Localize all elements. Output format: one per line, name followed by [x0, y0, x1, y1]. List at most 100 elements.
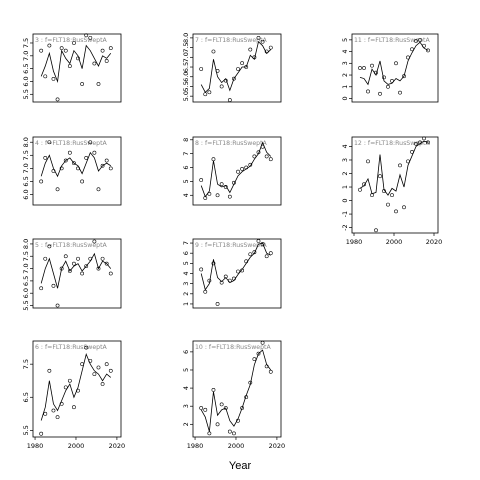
- data-point: [260, 144, 265, 149]
- y-tick-label: 6.5: [22, 176, 30, 186]
- y-tick-label: 3: [341, 158, 349, 162]
- data-point: [76, 388, 80, 393]
- data-point: [104, 59, 109, 63]
- data-point: [398, 90, 402, 95]
- data-point: [374, 228, 378, 233]
- data-point: [256, 35, 261, 40]
- panel-frame: [351, 33, 439, 103]
- data-point: [236, 67, 240, 71]
- panel-label: 3 : f=FLT18:RusSweptA: [35, 37, 108, 44]
- data-point: [244, 395, 249, 400]
- panel-frame: [192, 238, 282, 309]
- panel-frame: [192, 33, 282, 103]
- data-point: [227, 278, 232, 283]
- data-point: [260, 340, 265, 345]
- data-point: [55, 97, 60, 102]
- fit-line: [200, 242, 271, 291]
- data-point: [39, 48, 44, 53]
- panel-frame: [351, 136, 439, 234]
- panel-label: 7 : f=FLT18:RusSweptA: [195, 37, 268, 44]
- data-point: [55, 187, 60, 192]
- data-point: [76, 256, 80, 261]
- y-tick-label: 7.5: [182, 42, 190, 52]
- y-tick-label: 8: [182, 138, 190, 142]
- data-point: [370, 63, 374, 68]
- x-tick-label: 2020: [109, 442, 126, 450]
- data-point: [248, 252, 253, 257]
- fit-line: [200, 141, 272, 198]
- data-point: [92, 61, 97, 66]
- panel-label: 6 : f=FLT18:RusSweptA: [35, 344, 108, 351]
- data-point: [80, 271, 85, 276]
- data-point: [211, 157, 216, 162]
- data-point: [418, 140, 422, 145]
- data-point: [232, 431, 236, 436]
- data-point: [84, 33, 89, 38]
- data-point: [402, 205, 406, 210]
- data-point: [422, 43, 426, 48]
- panel-frame: [32, 33, 122, 103]
- data-point: [108, 368, 113, 373]
- data-point: [51, 408, 56, 413]
- x-tick-label: 2000: [228, 442, 245, 450]
- data-point: [244, 259, 249, 264]
- data-point: [51, 283, 56, 288]
- x-tick-label: 1980: [346, 238, 363, 246]
- y-tick-label: 2: [182, 292, 190, 296]
- panel-5: 8 : f=FLT18:RusSweptA 4 5 6 7 8: [182, 136, 282, 206]
- data-point: [394, 61, 398, 66]
- data-point: [215, 302, 220, 306]
- data-point: [268, 251, 273, 256]
- panel-label: 11 : f=FLT18:RusSweptA: [354, 37, 430, 44]
- data-point: [260, 242, 265, 246]
- y-tick-label: 2: [182, 422, 190, 426]
- panel-8: 9 : f=FLT18:RusSweptA 1 2 3 4 5 6 7: [182, 238, 282, 309]
- y-tick-label: 2: [341, 171, 349, 175]
- data-point: [80, 362, 85, 367]
- y-tick-label: 6: [182, 251, 190, 255]
- y-tick-label: 5: [182, 368, 190, 372]
- x-axis-label: Year: [228, 460, 252, 472]
- data-point: [88, 35, 93, 40]
- data-point: [422, 136, 426, 141]
- panel-frame: [32, 238, 122, 309]
- data-point: [104, 261, 109, 266]
- data-point: [378, 91, 382, 96]
- data-point: [382, 75, 386, 80]
- y-tick-label: 5: [182, 179, 190, 183]
- data-point: [55, 303, 60, 308]
- data-point: [67, 150, 72, 155]
- panel-1: 3 : f=FLT18:RusSweptA 5.5 6.0 6.5 7.0 7.5: [22, 33, 122, 103]
- data-point: [211, 388, 216, 392]
- data-point: [96, 82, 101, 86]
- data-point: [386, 202, 390, 207]
- data-point: [47, 43, 52, 48]
- y-tick-label: 6.5: [182, 62, 190, 72]
- data-point: [92, 372, 97, 377]
- y-tick-label: 7: [182, 152, 190, 156]
- data-point: [410, 47, 414, 52]
- panel-7: 5 : f=FLT18:RusSweptA 5.5 6.0 6.5 7.0 7.5 8.0: [22, 238, 122, 311]
- data-point: [414, 141, 418, 146]
- data-point: [215, 193, 220, 198]
- fit-line: [40, 151, 111, 178]
- y-tick-label: 0: [341, 198, 349, 202]
- data-point: [219, 402, 224, 407]
- data-point: [51, 77, 56, 81]
- data-point: [84, 345, 89, 350]
- data-point: [92, 150, 97, 155]
- panel-label: 5 : f=FLT18:RusSweptA: [35, 242, 108, 249]
- fit-line: [40, 44, 112, 84]
- data-point: [203, 196, 208, 200]
- data-point: [264, 154, 269, 159]
- y-tick-label: 4: [341, 50, 349, 54]
- data-point: [398, 163, 402, 168]
- data-point: [51, 169, 56, 173]
- data-point: [248, 162, 253, 167]
- data-point: [104, 158, 109, 163]
- data-point: [386, 84, 390, 89]
- data-point: [88, 140, 93, 145]
- panel-label: 12 : f=FLT18:RusSweptA: [354, 140, 430, 147]
- y-tick-label: 7.5: [22, 150, 30, 160]
